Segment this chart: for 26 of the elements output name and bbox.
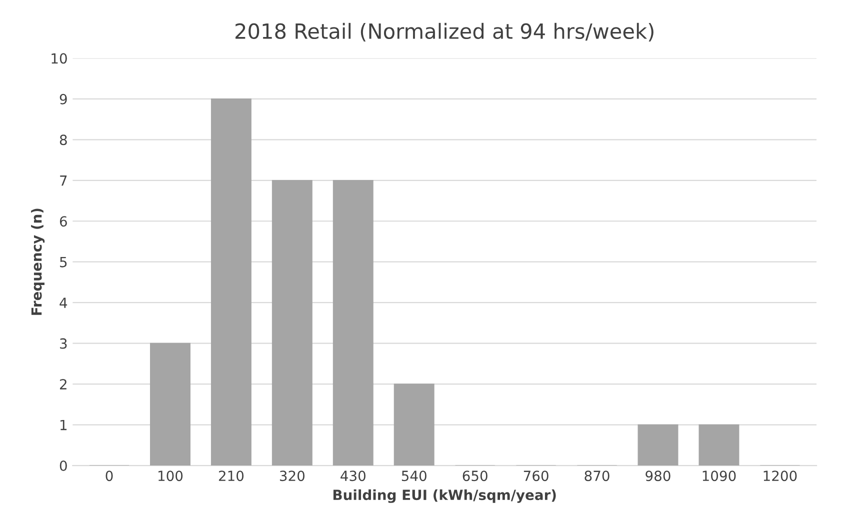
x-axis-title: Building EUI (kWh/sqm/year)	[333, 489, 556, 503]
y-tick-label: 10	[52, 53, 67, 64]
y-axis-title: Frequency (n)	[31, 208, 45, 315]
x-tick-label: 1090	[702, 470, 736, 482]
y-tick-label: 5	[60, 257, 67, 268]
y-tick-label: 2	[60, 379, 66, 390]
y-tick-label: 8	[60, 134, 67, 146]
chart-title: 2018 Retail (Normalized at 94 hrs/week)	[236, 22, 654, 42]
y-tick-label: 6	[60, 216, 67, 227]
x-tick-label: 760	[524, 470, 548, 482]
x-tick-label: 100	[158, 470, 183, 482]
x-tick-label: 1200	[764, 470, 797, 482]
y-tick-label: 1	[60, 420, 67, 430]
y-tick-label: 4	[60, 298, 68, 308]
x-tick-label: 870	[584, 470, 610, 482]
x-tick-label: 210	[218, 470, 244, 482]
y-tick-label: 7	[60, 176, 67, 186]
x-tick-label: 0	[106, 470, 113, 482]
y-tick-label: 0	[60, 460, 67, 471]
x-tick-label: 540	[402, 470, 426, 482]
y-tick-label: 3	[60, 338, 67, 349]
x-tick-label: 980	[646, 470, 670, 482]
x-tick-label: 650	[462, 470, 488, 482]
x-tick-label: 430	[340, 470, 366, 482]
y-tick-label: 9	[60, 94, 67, 104]
x-tick-label: 320	[280, 470, 305, 482]
